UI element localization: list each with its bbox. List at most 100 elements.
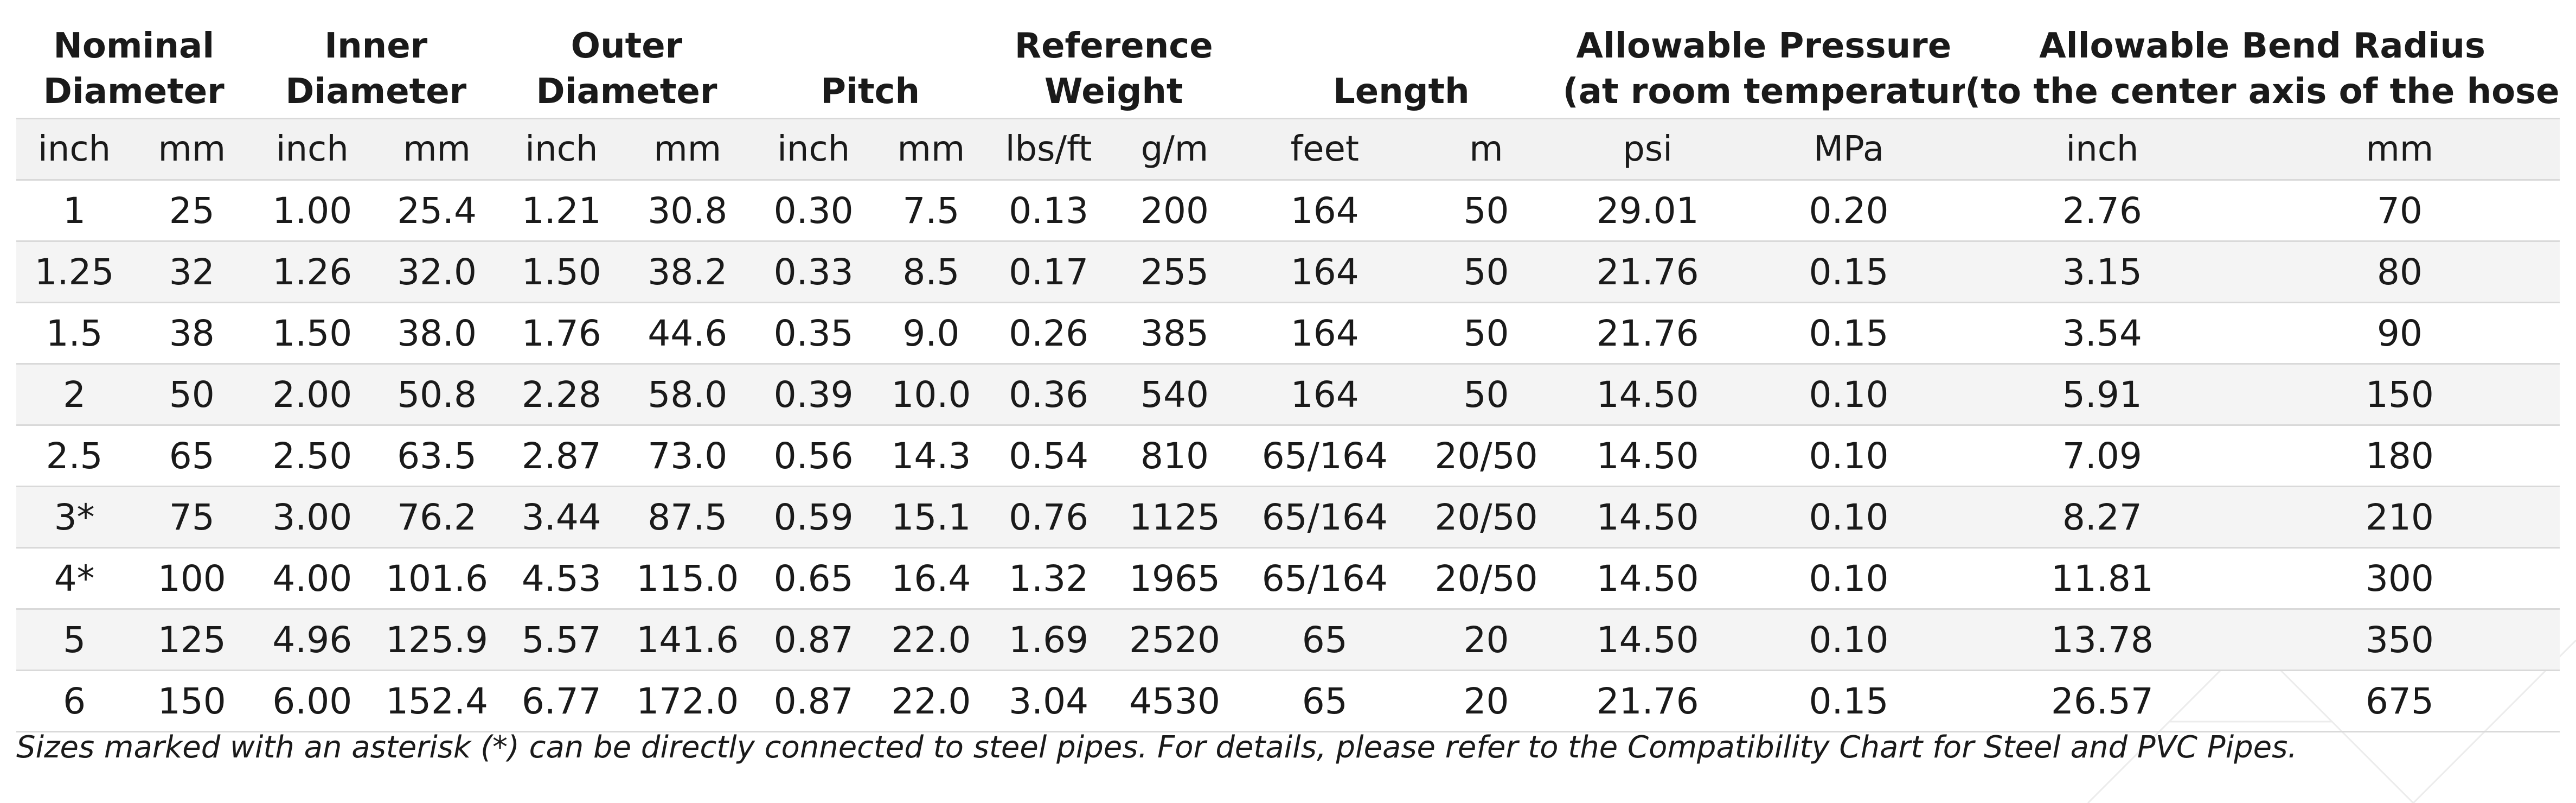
table-cell: 125.9 — [373, 608, 501, 671]
table-cell: 16.4 — [874, 547, 988, 609]
table-cell: 50 — [1409, 363, 1563, 425]
table-cell: 2.5 — [16, 424, 133, 487]
table-cell: 14.50 — [1562, 486, 1733, 548]
table-cell: 14.50 — [1562, 424, 1733, 487]
table-cell: 0.65 — [752, 547, 875, 609]
table-cell: 4.53 — [501, 547, 623, 609]
table-cell: 8.27 — [1965, 486, 2240, 548]
table-row: 1 25 1.00 25.4 1.21 30.8 0.30 7.5 0.13 200 164 50 29… — [16, 179, 2560, 241]
table-cell: 65 — [1240, 670, 1410, 732]
group-header-3: Pitch — [753, 14, 988, 119]
unit-header-8: lbs/ft — [988, 118, 1110, 180]
table-cell: 30.8 — [622, 179, 753, 241]
table-cell: 2.28 — [501, 363, 623, 425]
table-cell: 65 — [132, 424, 252, 487]
group-header-line2: (to the center axis of the hose) — [1965, 72, 2560, 112]
table-cell: 7.09 — [1965, 424, 2240, 487]
table-cell: 385 — [1109, 302, 1240, 364]
table-cell: 350 — [2239, 608, 2560, 671]
table-cell: 0.87 — [752, 608, 875, 671]
table-cell: 0.17 — [988, 240, 1110, 303]
table-cell: 75 — [132, 486, 252, 548]
table-cell: 14.3 — [874, 424, 988, 487]
table-row: 2.5 65 2.50 63.5 2.87 73.0 0.56 14.3 0.54 810 65/1… — [16, 424, 2560, 487]
group-header-7: Allowable Bend Radius (to the center axis… — [1965, 14, 2560, 119]
table-cell: 70 — [2239, 179, 2560, 241]
table-body: 1 25 1.00 25.4 1.21 30.8 0.30 7.5 0.13 200 164 50 29… — [16, 179, 2560, 732]
table-cell: 58.0 — [622, 363, 753, 425]
unit-header-14: inch — [1965, 118, 2240, 180]
table-cell: 100 — [132, 547, 252, 609]
table-cell: 14.50 — [1562, 363, 1733, 425]
table-cell: 20/50 — [1409, 424, 1563, 487]
unit-header-10: feet — [1240, 118, 1410, 180]
table-cell: 9.0 — [874, 302, 988, 364]
table-cell: 3.44 — [501, 486, 623, 548]
table-cell: 1.50 — [251, 302, 374, 364]
table-cell: 0.56 — [752, 424, 875, 487]
group-header-4: Reference Weight — [988, 14, 1240, 119]
unit-header-5: mm — [622, 118, 753, 180]
table-cell: 32 — [132, 240, 252, 303]
table-cell: 180 — [2239, 424, 2560, 487]
footnote: Sizes marked with an asterisk (*) can be… — [16, 730, 2298, 765]
table-cell: 50.8 — [373, 363, 501, 425]
table-cell: 0.10 — [1732, 608, 1965, 671]
table-cell: 1.26 — [251, 240, 374, 303]
table-row: 5 125 4.96 125.9 5.57 141.6 0.87 22.0 1.69 2520 65… — [16, 608, 2560, 671]
table-cell: 8.5 — [874, 240, 988, 303]
group-header-line2: Diameter — [43, 72, 225, 112]
table-cell: 20/50 — [1409, 547, 1563, 609]
table-cell: 675 — [2239, 670, 2560, 732]
table-cell: 20 — [1409, 608, 1563, 671]
table-cell: 4* — [16, 547, 133, 609]
table-cell: 200 — [1109, 179, 1240, 241]
unit-header-12: psi — [1562, 118, 1733, 180]
table-cell: 14.50 — [1562, 608, 1733, 671]
table-cell: 164 — [1240, 302, 1410, 364]
table-cell: 1.25 — [16, 240, 133, 303]
table-cell: 38.0 — [373, 302, 501, 364]
group-header-line1 — [1240, 23, 1562, 69]
table-cell: 0.10 — [1732, 363, 1965, 425]
table-cell: 0.87 — [752, 670, 875, 732]
group-header-line1: Allowable Pressure — [1576, 26, 1952, 66]
table-cell: 80 — [2239, 240, 2560, 303]
table-cell: 2.76 — [1965, 179, 2240, 241]
table-cell: 32.0 — [373, 240, 501, 303]
table-cell: 87.5 — [622, 486, 753, 548]
table-cell: 38 — [132, 302, 252, 364]
unit-header-2: inch — [251, 118, 374, 180]
table-cell: 2 — [16, 363, 133, 425]
table-row: 6 150 6.00 152.4 6.77 172.0 0.87 22.0 3.04 4530 65… — [16, 670, 2560, 732]
group-header-line1 — [753, 23, 988, 69]
table-cell: 4.00 — [251, 547, 374, 609]
table-cell: 1965 — [1109, 547, 1240, 609]
table-cell: 150 — [2239, 363, 2560, 425]
table-cell: 0.33 — [752, 240, 875, 303]
table-cell: 2.00 — [251, 363, 374, 425]
unit-header-6: inch — [752, 118, 875, 180]
table-cell: 164 — [1240, 363, 1410, 425]
unit-header-0: inch — [16, 118, 133, 180]
table-cell: 26.57 — [1965, 670, 2240, 732]
table-cell: 5.57 — [501, 608, 623, 671]
group-header-line2: Pitch — [821, 72, 920, 112]
group-header-6: Allowable Pressure (at room temperature) — [1562, 14, 1965, 119]
table-row: 3* 75 3.00 76.2 3.44 87.5 0.59 15.1 0.76 1125 65/1… — [16, 486, 2560, 548]
group-header-line1: Nominal — [53, 26, 215, 66]
table-cell: 0.39 — [752, 363, 875, 425]
table-cell: 0.15 — [1732, 302, 1965, 364]
table-cell: 5 — [16, 608, 133, 671]
group-header-line2: Length — [1332, 72, 1470, 112]
table-cell: 150 — [132, 670, 252, 732]
table-cell: 115.0 — [622, 547, 753, 609]
table-cell: 14.50 — [1562, 547, 1733, 609]
table-cell: 0.10 — [1732, 486, 1965, 548]
table-cell: 38.2 — [622, 240, 753, 303]
table-cell: 25.4 — [373, 179, 501, 241]
table-cell: 15.1 — [874, 486, 988, 548]
group-header-2: Outer Diameter — [501, 14, 753, 119]
table-cell: 44.6 — [622, 302, 753, 364]
unit-header-9: g/m — [1109, 118, 1240, 180]
